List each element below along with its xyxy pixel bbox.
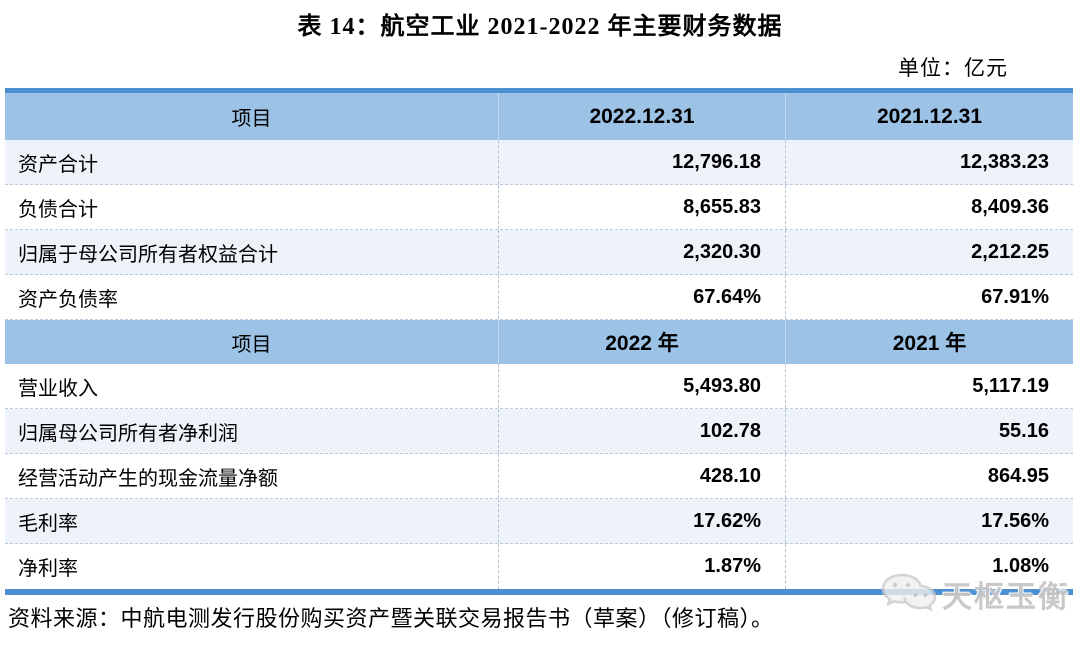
row-label: 资产合计 (18, 153, 98, 176)
value-2021: 17.56% (785, 499, 1073, 543)
header-cell-item: 项目 (231, 333, 272, 356)
header-cell-2021-year: 2021 年 (785, 320, 1073, 364)
value-2021: 8,409.36 (785, 185, 1073, 229)
value-2022: 17.62% (498, 499, 785, 543)
value-2021: 5,117.19 (785, 364, 1073, 408)
table-row: 归属母公司所有者净利润 102.78 55.16 (5, 409, 1073, 454)
value-2021: 1.08% (785, 544, 1073, 589)
value-2022: 67.64% (498, 275, 785, 319)
table-row: 净利率 1.87% 1.08% (5, 544, 1073, 589)
row-label: 毛利率 (18, 512, 78, 535)
value-2022: 102.78 (498, 409, 785, 453)
value-2021: 55.16 (785, 409, 1073, 453)
row-label: 负债合计 (18, 198, 98, 221)
row-label: 归属母公司所有者净利润 (18, 422, 238, 445)
value-2022: 428.10 (498, 454, 785, 498)
source-note: 资料来源：中航电测发行股份购买资产暨关联交易报告书（草案）（修订稿）。 (8, 606, 774, 631)
header-cell-2022-date: 2022.12.31 (498, 93, 785, 140)
table-row: 资产负债率 67.64% 67.91% (5, 275, 1073, 320)
value-2021: 2,212.25 (785, 230, 1073, 274)
value-2022: 1.87% (498, 544, 785, 589)
header-cell-item: 项目 (231, 108, 272, 130)
value-2021: 864.95 (785, 454, 1073, 498)
value-2022: 2,320.30 (498, 230, 785, 274)
value-2022: 8,655.83 (498, 185, 785, 229)
table-row: 归属于母公司所有者权益合计 2,320.30 2,212.25 (5, 230, 1073, 275)
value-2021: 67.91% (785, 275, 1073, 319)
row-label: 归属于母公司所有者权益合计 (18, 243, 278, 266)
value-2022: 5,493.80 (498, 364, 785, 408)
header-cell-2022-year: 2022 年 (498, 320, 785, 364)
header-cell-2021-date: 2021.12.31 (785, 93, 1073, 140)
table-title: 表 14：航空工业 2021-2022 年主要财务数据 (297, 14, 783, 40)
table-row: 营业收入 5,493.80 5,117.19 (5, 364, 1073, 409)
unit-label: 单位：亿元 (898, 56, 1008, 80)
row-label: 营业收入 (18, 377, 98, 400)
table-row: 经营活动产生的现金流量净额 428.10 864.95 (5, 454, 1073, 499)
value-2021: 12,383.23 (785, 140, 1073, 184)
table-row: 负债合计 8,655.83 8,409.36 (5, 185, 1073, 230)
row-label: 资产负债率 (18, 288, 118, 311)
table-header-balance-sheet: 项目 2022.12.31 2021.12.31 (5, 93, 1073, 140)
table-header-income-statement: 项目 2022 年 2021 年 (5, 320, 1073, 364)
financial-table: 项目 2022.12.31 2021.12.31 资产合计 12,796.18 … (5, 88, 1073, 595)
row-label: 经营活动产生的现金流量净额 (18, 467, 278, 490)
value-2022: 12,796.18 (498, 140, 785, 184)
table-row: 毛利率 17.62% 17.56% (5, 499, 1073, 544)
row-label: 净利率 (18, 558, 78, 580)
table-row: 资产合计 12,796.18 12,383.23 (5, 140, 1073, 185)
